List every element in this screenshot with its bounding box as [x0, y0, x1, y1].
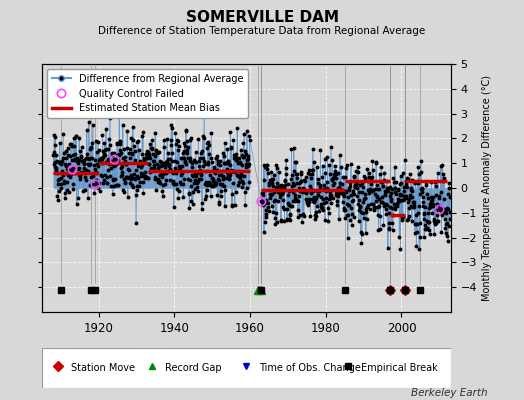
Text: Empirical Break: Empirical Break — [361, 363, 438, 373]
Text: Station Move: Station Move — [71, 363, 135, 373]
Y-axis label: Monthly Temperature Anomaly Difference (°C): Monthly Temperature Anomaly Difference (… — [483, 75, 493, 301]
Text: Time of Obs. Change: Time of Obs. Change — [258, 363, 361, 373]
Text: SOMERVILLE DAM: SOMERVILLE DAM — [185, 10, 339, 25]
Text: Difference of Station Temperature Data from Regional Average: Difference of Station Temperature Data f… — [99, 26, 425, 36]
Legend: Difference from Regional Average, Quality Control Failed, Estimated Station Mean: Difference from Regional Average, Qualit… — [47, 69, 248, 118]
FancyBboxPatch shape — [42, 348, 451, 388]
Text: Record Gap: Record Gap — [165, 363, 221, 373]
Text: Berkeley Earth: Berkeley Earth — [411, 388, 487, 398]
